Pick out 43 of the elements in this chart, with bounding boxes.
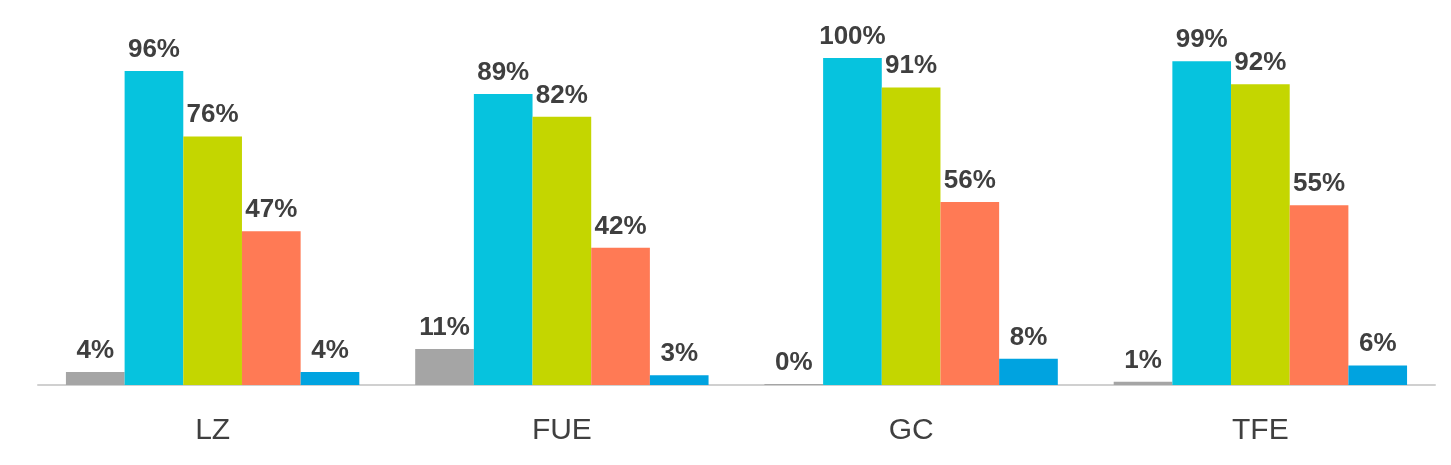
bar — [532, 116, 592, 385]
data-label: 3% — [660, 337, 699, 368]
bar — [241, 231, 301, 385]
data-label: 76% — [186, 98, 239, 129]
bar — [65, 371, 125, 385]
bar — [1113, 381, 1173, 385]
x-tick-label: LZ — [195, 411, 231, 445]
data-label: 82% — [535, 78, 588, 109]
bar — [1172, 61, 1232, 385]
data-label: 99% — [1175, 23, 1228, 54]
data-label: 6% — [1358, 327, 1397, 358]
bar — [300, 371, 360, 385]
bar — [1231, 84, 1290, 385]
data-label: 89% — [477, 55, 530, 86]
bar — [649, 375, 709, 385]
data-label: 91% — [885, 49, 938, 80]
bar — [823, 58, 882, 385]
data-label: 11% — [419, 311, 470, 342]
x-tick-label: FUE — [531, 411, 592, 445]
x-tick-label: GC — [888, 411, 934, 445]
bar — [183, 136, 242, 385]
bar — [124, 71, 184, 385]
bar — [473, 93, 533, 385]
bar — [940, 201, 1000, 385]
data-label: 4% — [311, 333, 349, 364]
data-label: 42% — [594, 209, 647, 240]
data-label: 96% — [127, 33, 180, 64]
data-label: 55% — [1293, 167, 1346, 198]
bar — [1289, 205, 1349, 385]
data-label: 8% — [1009, 320, 1048, 351]
data-label: 0% — [774, 346, 813, 376]
data-label: 47% — [245, 193, 298, 224]
bar — [999, 358, 1058, 385]
data-label: 4% — [76, 333, 115, 364]
bar — [591, 247, 650, 385]
bar — [1348, 365, 1408, 385]
data-label: 1% — [1124, 343, 1162, 374]
data-label: 56% — [943, 163, 996, 194]
data-label: 92% — [1234, 46, 1287, 77]
bar — [415, 349, 474, 385]
data-label: 100% — [819, 20, 886, 50]
x-tick-label: TFE — [1232, 411, 1289, 445]
bar — [881, 87, 941, 385]
